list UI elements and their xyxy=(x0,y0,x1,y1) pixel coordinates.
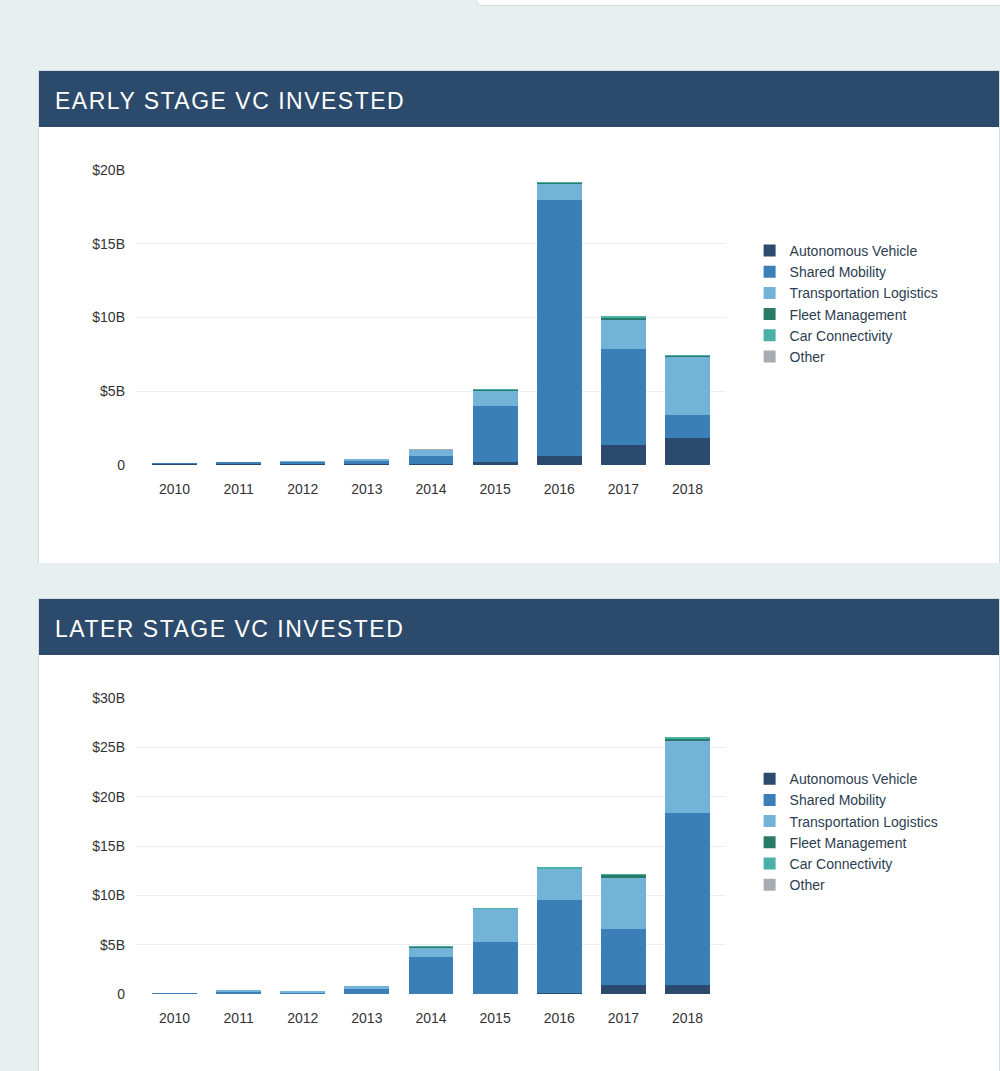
svg-text:$20B: $20B xyxy=(92,789,125,805)
svg-text:2010: 2010 xyxy=(159,481,190,497)
svg-text:Other: Other xyxy=(790,349,825,365)
svg-text:2014: 2014 xyxy=(415,481,446,497)
svg-text:$15B: $15B xyxy=(92,236,125,252)
svg-text:$5B: $5B xyxy=(100,383,125,399)
svg-text:2017: 2017 xyxy=(608,481,639,497)
svg-text:2015: 2015 xyxy=(480,481,511,497)
svg-text:$15B: $15B xyxy=(92,838,125,854)
svg-text:$20B: $20B xyxy=(92,162,125,178)
svg-text:Shared Mobility: Shared Mobility xyxy=(790,792,887,808)
svg-text:Car Connectivity: Car Connectivity xyxy=(790,856,893,872)
svg-text:2011: 2011 xyxy=(224,481,254,497)
svg-text:2016: 2016 xyxy=(544,481,575,497)
svg-text:2010: 2010 xyxy=(159,1010,190,1026)
svg-text:Transportation Logistics: Transportation Logistics xyxy=(790,814,938,830)
svg-text:2012: 2012 xyxy=(287,481,318,497)
svg-text:$30B: $30B xyxy=(92,690,125,706)
svg-text:2014: 2014 xyxy=(415,1010,446,1026)
svg-text:2015: 2015 xyxy=(480,1010,511,1026)
svg-text:0: 0 xyxy=(117,457,125,473)
svg-text:Fleet Management: Fleet Management xyxy=(790,835,907,851)
svg-text:Transportation Logistics: Transportation Logistics xyxy=(790,285,938,301)
svg-text:$10B: $10B xyxy=(92,887,125,903)
svg-text:Autonomous Vehicle: Autonomous Vehicle xyxy=(790,243,918,259)
svg-text:2013: 2013 xyxy=(351,1010,382,1026)
svg-text:$25B: $25B xyxy=(92,739,125,755)
svg-text:0: 0 xyxy=(117,986,125,1002)
html-text:EARLY STAGE VC INVESTED: EARLY STAGE VC INVESTED xyxy=(55,88,406,114)
svg-text:2018: 2018 xyxy=(672,1010,703,1026)
svg-text:$5B: $5B xyxy=(100,937,125,953)
svg-text:Fleet Management: Fleet Management xyxy=(790,307,907,323)
svg-text:2013: 2013 xyxy=(351,481,382,497)
svg-text:Other: Other xyxy=(790,877,825,893)
svg-text:Shared Mobility: Shared Mobility xyxy=(790,264,887,280)
svg-text:Autonomous Vehicle: Autonomous Vehicle xyxy=(790,771,918,787)
svg-text:2016: 2016 xyxy=(544,1010,575,1026)
svg-text:Car Connectivity: Car Connectivity xyxy=(790,328,893,344)
svg-text:$10B: $10B xyxy=(92,309,125,325)
svg-text:2011: 2011 xyxy=(224,1010,254,1026)
svg-text:2017: 2017 xyxy=(608,1010,639,1026)
svg-text:2012: 2012 xyxy=(287,1010,318,1026)
svg-text:2018: 2018 xyxy=(672,481,703,497)
html-text:LATER STAGE VC INVESTED: LATER STAGE VC INVESTED xyxy=(55,616,405,642)
